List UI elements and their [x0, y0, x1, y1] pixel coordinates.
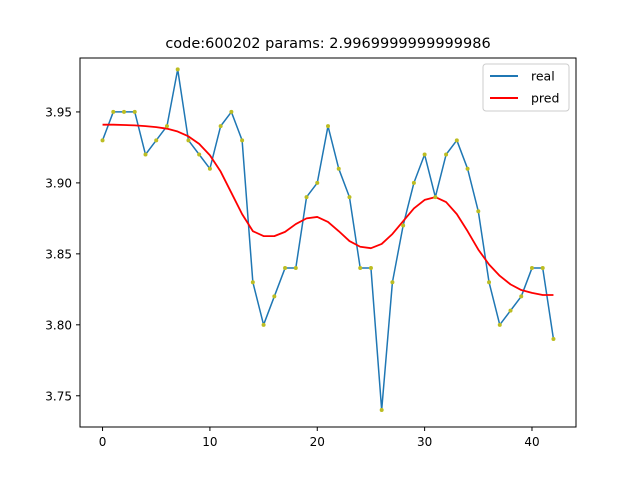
- y-tick-label: 3.95: [45, 105, 72, 119]
- data-point-real: [100, 138, 105, 143]
- data-point-real: [272, 294, 277, 299]
- data-point-real: [261, 322, 266, 327]
- data-point-real: [186, 138, 191, 143]
- data-point-real: [358, 266, 363, 271]
- data-point-real: [540, 266, 545, 271]
- data-point-real: [379, 407, 384, 412]
- data-point-real: [315, 180, 320, 185]
- data-point-real: [551, 337, 556, 342]
- data-point-real: [444, 152, 449, 157]
- data-point-real: [197, 152, 202, 157]
- data-point-real: [218, 124, 223, 129]
- data-point-real: [132, 109, 137, 114]
- data-point-real: [411, 180, 416, 185]
- legend: real pred: [482, 63, 570, 112]
- data-point-real: [433, 195, 438, 200]
- data-point-real: [250, 280, 255, 285]
- series-line-real: [101, 68, 555, 411]
- data-point-real: [207, 166, 212, 171]
- plot-frame: [79, 57, 577, 428]
- data-point-real: [283, 266, 288, 271]
- data-point-real: [497, 322, 502, 327]
- data-point-real: [229, 109, 234, 114]
- data-point-real: [240, 138, 245, 143]
- axis-ticks: 0 10 20 30 40 3.75 3.80 3.85 3.90 3.95: [45, 105, 539, 449]
- x-tick-label: 20: [310, 435, 325, 449]
- series-line-pred: [102, 123, 554, 296]
- legend-label-pred: pred: [531, 91, 559, 106]
- data-point-real: [519, 294, 524, 299]
- x-tick-label: 40: [524, 435, 539, 449]
- data-point-real: [154, 138, 159, 143]
- data-point-real: [175, 67, 180, 72]
- data-point-real: [143, 152, 148, 157]
- data-point-real: [326, 124, 330, 129]
- data-point-real: [487, 280, 492, 285]
- data-point-real: [304, 195, 309, 200]
- data-point-real: [293, 266, 298, 271]
- data-point-real: [529, 266, 534, 271]
- data-point-real: [390, 280, 395, 285]
- data-point-real: [111, 109, 116, 114]
- chart-title: code:600202 params: 2.9969999999999986: [165, 36, 490, 52]
- plot-area: [100, 67, 556, 412]
- y-tick-label: 3.90: [45, 176, 72, 190]
- x-tick-label: 0: [99, 435, 107, 449]
- data-point-real: [465, 166, 470, 171]
- data-point-real: [476, 209, 481, 214]
- y-tick-label: 3.75: [45, 389, 72, 403]
- data-point-real: [508, 308, 513, 313]
- data-point-real: [336, 166, 341, 171]
- data-point-real: [368, 266, 373, 271]
- data-point-real: [454, 138, 459, 143]
- y-tick-label: 3.80: [45, 318, 72, 332]
- data-point-real: [347, 195, 352, 200]
- x-tick-label: 30: [417, 435, 432, 449]
- data-point-real: [122, 109, 127, 114]
- x-tick-label: 10: [202, 435, 217, 449]
- legend-label-real: real: [531, 69, 555, 84]
- y-tick-label: 3.85: [45, 247, 72, 261]
- data-point-real: [164, 124, 169, 129]
- data-point-real: [401, 223, 406, 228]
- data-point-real: [422, 152, 427, 157]
